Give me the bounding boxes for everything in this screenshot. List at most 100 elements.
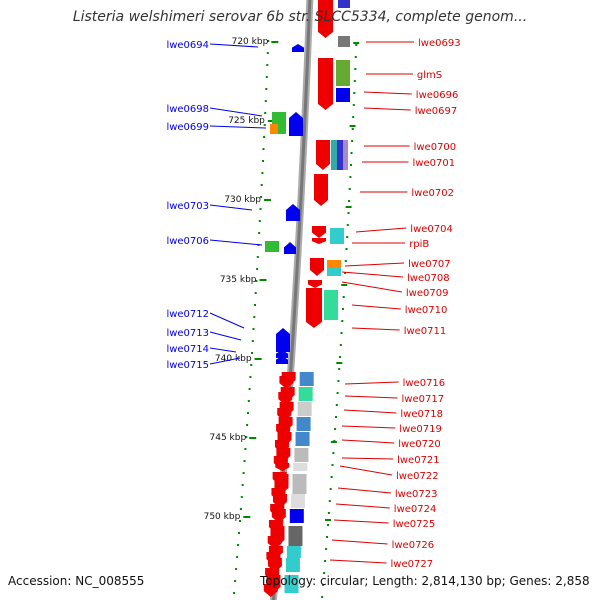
gene-arrow-plus [310,258,324,276]
domain-block [285,558,300,572]
domain-block [289,509,304,523]
gene-arrow-plus [274,440,289,453]
leader-line-plus [335,503,390,509]
gene-arrow-minus [276,328,290,352]
gene-label-plus: lwe0722 [396,471,439,482]
scale-tick-label: 720 kbp [232,37,269,47]
domain-block [294,448,309,462]
gene-label-plus: lwe0709 [406,288,449,299]
leader-line-minus [209,107,263,117]
leader-line-plus [333,519,389,524]
domain-block [343,140,348,170]
gene-label-plus: lwe0726 [392,540,435,551]
gene-arrow-plus [276,424,291,437]
gene-arrow-plus [263,584,278,597]
scale-tick-mark [254,358,262,360]
gene-arrow-plus [271,488,286,501]
leader-line-plus [355,227,407,233]
scale-tick-label: 730 kbp [224,195,261,205]
domain-block [299,372,314,386]
leader-line-plus [351,327,400,331]
leader-line-plus [344,395,398,399]
gene-arrow-plus [279,376,294,389]
gene-label-plus: lwe0723 [395,489,438,500]
gene-label-minus: lwe0715 [166,360,209,371]
gene-label-plus: lwe0708 [407,273,450,284]
gene-label-plus: lwe0727 [391,559,434,570]
gene-arrow-plus [266,552,281,565]
gene-arrow-plus [270,504,285,517]
domain-block [293,463,308,471]
gene-arrow-minus [292,44,304,52]
leader-line-plus [331,539,388,545]
leader-line-minus [209,125,267,129]
domain-block [284,575,299,593]
gene-arrow-minus [284,242,296,254]
gene-label-plus: lwe0711 [404,326,447,337]
gene-label-plus: lwe0718 [400,409,443,420]
leader-line-minus [209,239,263,246]
gene-label-plus: lwe0724 [394,504,437,515]
gene-arrow-plus [277,408,292,421]
gene-arrow-minus [276,350,288,358]
gene-label-plus: lwe0701 [413,158,456,169]
genome-summary-text: Topology: circular; Length: 2,814,130 bp… [260,574,590,588]
label-leader-lines [209,41,414,564]
leader-line-plus [341,425,396,429]
gene-label-minus: lwe0699 [166,122,209,133]
leader-line-plus [363,91,412,95]
domain-block [296,417,311,431]
domain-block [278,124,286,134]
domain-block [286,546,301,558]
leader-line-minus [209,357,241,365]
gene-arrow-plus [278,392,293,405]
gene-arrow-plus [306,288,322,328]
domain-block [295,432,310,446]
gene-arrow-plus [312,226,326,238]
leader-line-plus [341,271,404,278]
gene-labels: lwe0694 lwe0698 lwe0699 lwe0703 lwe0706 lwe07… [166,38,460,570]
leader-line-plus [344,381,399,385]
gene-arrow-plus [318,58,333,110]
gene-label-minus: lwe0712 [166,309,209,320]
gene-label-plus: lwe0696 [416,90,459,101]
scale-tick-label: 735 kbp [220,275,257,285]
gene-label-plus: lwe0702 [411,188,454,199]
gene-arrow-minus [286,204,300,221]
gene-label-plus: lwe0700 [414,142,457,153]
leader-line-plus [339,465,393,476]
leader-line-plus [351,304,401,310]
domain-block [336,60,350,86]
leader-line-minus [209,43,259,48]
scale-tick-label: 725 kbp [228,116,265,126]
domain-block [331,140,337,170]
domain-block [297,402,312,416]
gene-arrow-plus [268,520,283,533]
gene-label-plus: lwe0720 [398,439,441,450]
leader-line-minus [209,312,245,329]
domain-block [292,474,307,494]
scale-tick-mark [259,279,267,281]
domain-block [337,140,343,170]
gene-label-minus: lwe0694 [166,40,209,51]
gene-label-plus: lwe0697 [415,106,458,117]
leader-line-plus [337,487,391,494]
map-title: Listeria welshimeri serovar 6b str. SLCC… [72,9,528,25]
gene-label-plus: lwe0719 [399,424,442,435]
domain-block [327,268,341,276]
gene-label-plus: lwe0716 [403,378,446,389]
gene-label-plus: lwe0710 [405,305,448,316]
gene-label-plus: lwe0704 [410,224,453,235]
scale-tick-mark [271,41,279,43]
scale-tick-mark [267,120,275,122]
gene-label-plus: rpiB [409,239,429,250]
scale-tick-mark [249,437,257,439]
gene-features [263,0,350,597]
gene-label-minus: lwe0706 [166,236,209,247]
gene-arrow-plus [318,0,333,38]
gene-arrow-plus [308,280,322,288]
domain-block [270,124,278,134]
leader-line-plus [343,409,397,414]
